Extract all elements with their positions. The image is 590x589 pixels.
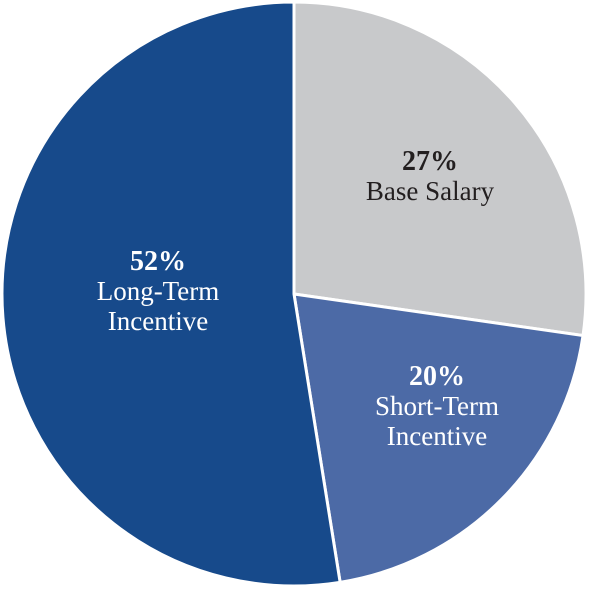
slice-value-label: 52% [130,246,186,277]
slice-label-0: 27%Base Salary [366,146,495,206]
pie-slice-0 [292,0,588,338]
slice-value-label: 27% [402,146,458,177]
slice-category-label: Short-Term [375,391,499,421]
pie-slice-2 [0,0,342,588]
slice-category-label: Base Salary [366,176,495,206]
pie-slice-1 [292,292,585,585]
slice-value-label: 20% [409,361,465,392]
slice-category-label: Long-Term [97,276,220,306]
slice-category-label: Incentive [108,306,208,336]
slice-category-label: Incentive [387,421,487,451]
